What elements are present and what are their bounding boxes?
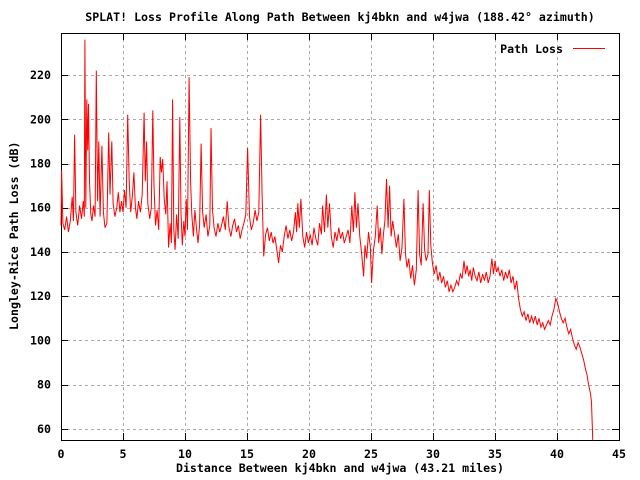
x-tick-label: 5 xyxy=(120,447,127,461)
x-tick-label: 25 xyxy=(364,447,378,461)
x-axis-title: Distance Between kj4bkn and w4jwa (43.21… xyxy=(175,461,505,475)
y-tick-label: 100 xyxy=(30,333,51,347)
y-tick-label: 120 xyxy=(30,289,51,303)
x-tick-label: 15 xyxy=(240,447,254,461)
series-path-loss-line xyxy=(60,39,594,441)
legend-label: Path Loss xyxy=(500,41,563,56)
x-tick-label: 20 xyxy=(302,447,316,461)
x-tick-label: 40 xyxy=(550,447,564,461)
y-tick-label: 180 xyxy=(30,157,51,171)
x-tick-label: 10 xyxy=(178,447,192,461)
legend-line-sample xyxy=(573,48,605,49)
x-tick-label: 35 xyxy=(488,447,502,461)
chart-title: SPLAT! Loss Profile Along Path Between k… xyxy=(85,10,595,24)
x-tick-label: 0 xyxy=(58,447,65,461)
y-tick-label: 140 xyxy=(30,245,51,259)
legend: Path Loss xyxy=(500,41,605,56)
y-tick-label: 200 xyxy=(30,112,51,126)
x-tick-label: 30 xyxy=(426,447,440,461)
x-tick-label: 45 xyxy=(612,447,626,461)
y-tick-label: 220 xyxy=(30,68,51,82)
y-tick-label: 60 xyxy=(37,422,51,436)
plot-border xyxy=(61,33,620,441)
y-tick-label: 160 xyxy=(30,201,51,215)
y-tick-label: 80 xyxy=(37,378,51,392)
